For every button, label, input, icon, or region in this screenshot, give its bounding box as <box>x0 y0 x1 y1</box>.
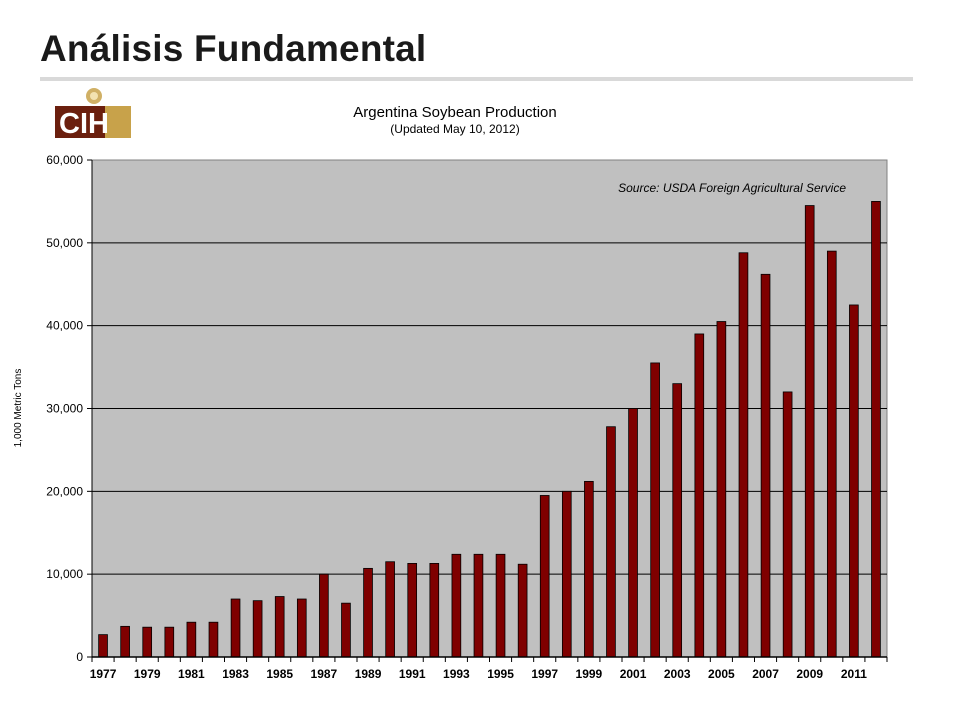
bar-1989 <box>363 567 373 658</box>
y-tick-label: 0 <box>76 650 83 664</box>
bar-1979 <box>142 626 153 658</box>
page-title: Análisis Fundamental <box>40 28 427 69</box>
bar-2012 <box>871 201 881 658</box>
bar-1994 <box>473 553 484 658</box>
bar-1977 <box>98 634 108 658</box>
bar-1981 <box>186 621 197 658</box>
y-axis-label: 1,000 Metric Tons <box>13 369 24 448</box>
bar-1996 <box>517 563 528 658</box>
gridlines <box>92 242 887 575</box>
logo-text: CIH <box>59 108 109 140</box>
x-tick-label: 1981 <box>178 667 205 681</box>
bar-1987 <box>319 573 329 658</box>
bar-1980 <box>164 626 175 658</box>
y-tick-label: 20,000 <box>46 484 83 498</box>
title-divider <box>40 77 913 81</box>
x-tick-label: 2009 <box>796 667 823 681</box>
x-tick-label: 1979 <box>134 667 161 681</box>
bar-1984 <box>252 600 263 658</box>
bar-1985 <box>274 596 285 658</box>
bar-1988 <box>341 602 351 658</box>
x-tick-label: 2003 <box>664 667 691 681</box>
bar-1999 <box>584 480 594 658</box>
y-tick-label: 60,000 <box>46 153 83 167</box>
bar-2007 <box>760 273 771 658</box>
x-tick-label: 1993 <box>443 667 470 681</box>
bar-1986 <box>296 598 307 658</box>
y-tick-label: 30,000 <box>46 402 83 416</box>
chart-subtitle: (Updated May 10, 2012) <box>390 122 519 136</box>
y-tick-label: 50,000 <box>46 236 83 250</box>
bar-2002 <box>650 362 660 658</box>
bar-1998 <box>561 490 572 658</box>
x-tick-label: 1997 <box>531 667 558 681</box>
bar-1992 <box>429 563 440 658</box>
x-tick-label: 1999 <box>576 667 603 681</box>
x-tick-label: 2011 <box>841 667 867 681</box>
bar-1991 <box>407 563 418 658</box>
bar-2009 <box>804 205 815 658</box>
bar-2001 <box>628 408 638 658</box>
bar-2006 <box>738 252 749 658</box>
x-axis-ticks: 1977 1979 1981 1983 1985 1987 1989 1991 1993 1995… <box>90 656 888 681</box>
bar-2011 <box>849 304 859 658</box>
bar-1993 <box>451 553 462 658</box>
source-annotation: Source: USDA Foreign Agricultural Servic… <box>618 181 846 195</box>
bar-1995 <box>495 553 506 658</box>
bar-1978 <box>120 625 130 658</box>
x-tick-label: 2007 <box>752 667 779 681</box>
y-axis-ticks: 0 10,000 20,000 30,000 40,000 50,000 60,000 <box>46 153 93 664</box>
y-tick-label: 10,000 <box>46 567 83 581</box>
bar-1997 <box>539 495 550 658</box>
x-tick-label: 2005 <box>708 667 735 681</box>
bar-1990 <box>385 561 395 658</box>
chart-title: Argentina Soybean Production <box>353 104 556 121</box>
x-tick-label: 1989 <box>355 667 382 681</box>
bar-2010 <box>826 250 837 658</box>
y-tick-label: 40,000 <box>46 319 83 333</box>
x-tick-label: 1991 <box>399 667 426 681</box>
x-tick-label: 2001 <box>620 667 647 681</box>
cih-logo: CIH <box>53 86 133 140</box>
bar-2000 <box>606 426 616 658</box>
x-tick-label: 1995 <box>487 667 514 681</box>
bar-2004 <box>694 333 705 658</box>
x-tick-label: 1985 <box>266 667 293 681</box>
x-tick-label: 1977 <box>90 667 117 681</box>
bar-1983 <box>230 598 241 658</box>
bar-2008 <box>782 391 793 658</box>
x-tick-label: 1987 <box>311 667 338 681</box>
x-tick-label: 1983 <box>222 667 249 681</box>
bar-2005 <box>716 321 727 658</box>
bar-2003 <box>672 383 683 658</box>
bar-1982 <box>208 621 219 658</box>
